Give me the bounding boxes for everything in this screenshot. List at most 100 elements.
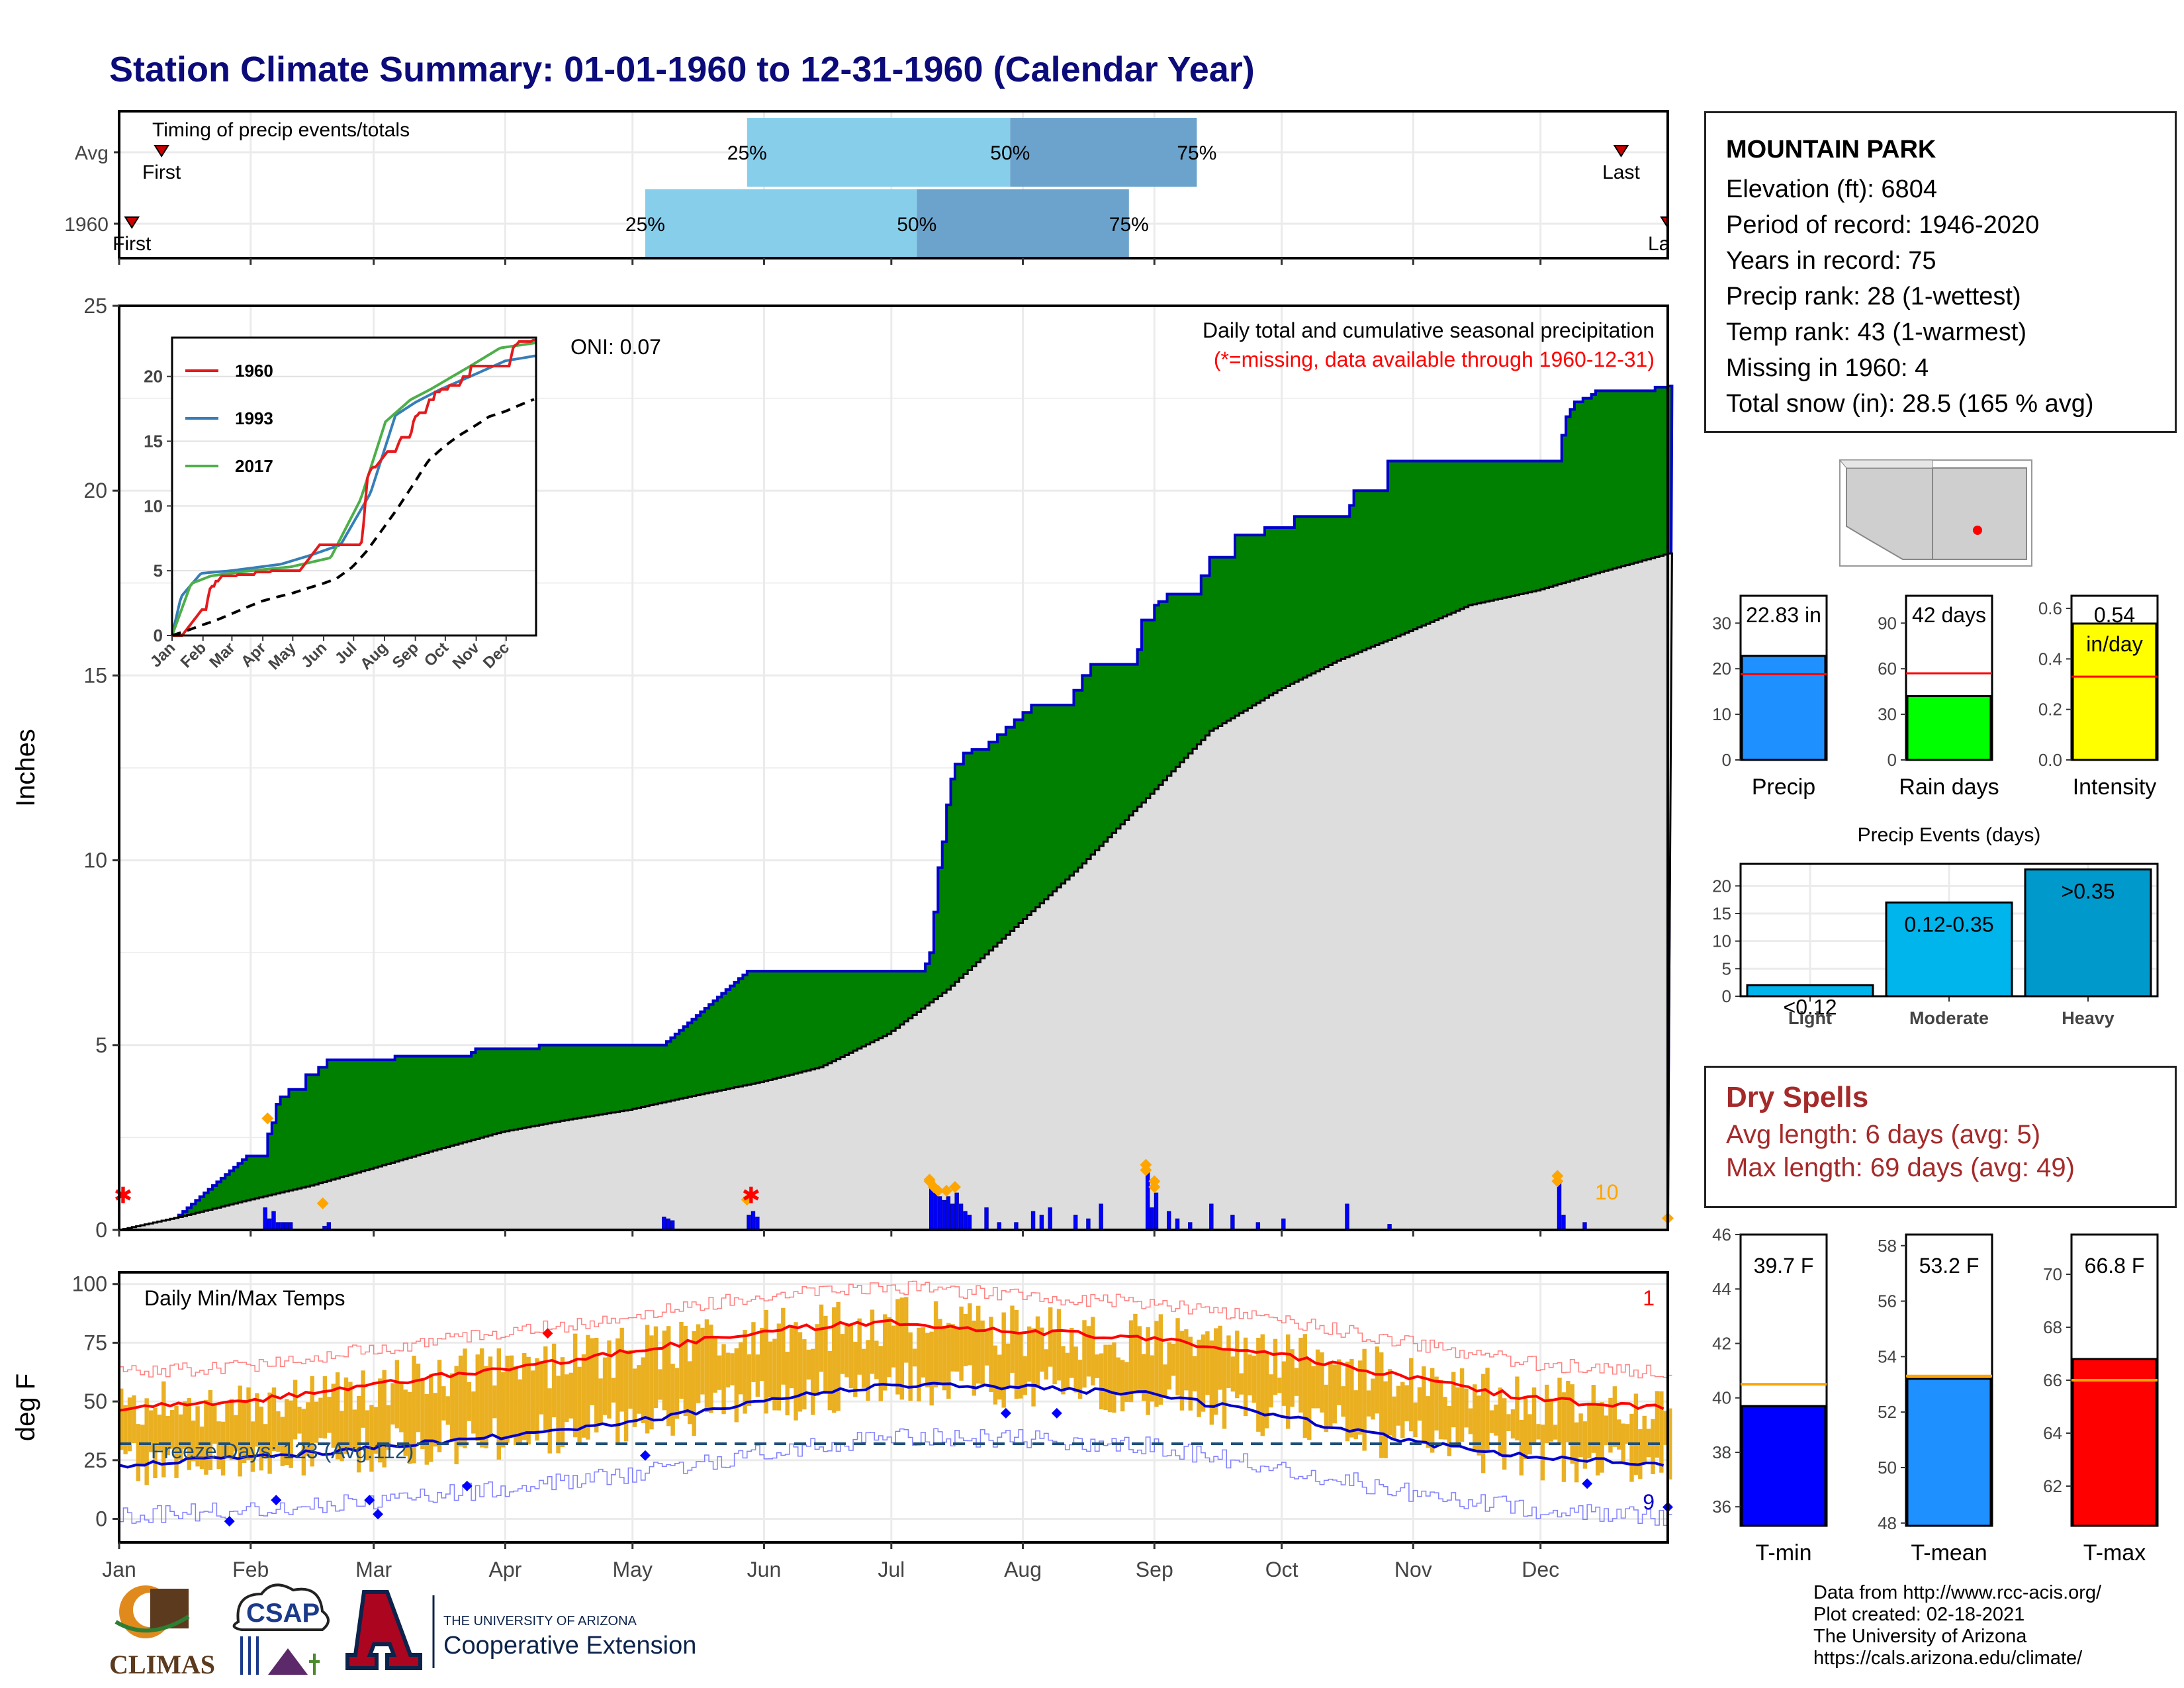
daily-temp-bar — [1404, 1385, 1409, 1422]
daily-temp-bar — [314, 1401, 319, 1443]
temp-summary-bars: 36 38 40 42 44 46 39.7 F T-min 48 50 52 54 56 58 53.2 … — [1712, 1225, 2159, 1566]
daily-temp-bar — [950, 1324, 955, 1372]
tsum-value-t-mean: 53.2 F — [1919, 1254, 1979, 1278]
daily-temp-bar — [1371, 1378, 1375, 1420]
summary-ytick-label-intensity: 0.2 — [2038, 700, 2062, 720]
daily-temp-bar — [1150, 1355, 1155, 1402]
daily-temp-bar — [619, 1327, 624, 1412]
daily-temp-bar — [581, 1354, 586, 1438]
ua-logo-small-text: THE UNIVERSITY OF ARIZONA — [443, 1614, 637, 1628]
daily-temp-bar — [717, 1355, 722, 1390]
events-xlabel-heavy: Heavy — [2062, 1008, 2115, 1028]
daily-temp-bar — [679, 1321, 684, 1399]
precip-ylabel: Inches — [11, 729, 40, 807]
station-info-box: MOUNTAIN PARK Elevation (ft): 6804 Perio… — [1704, 111, 2177, 433]
daily-precip-bar — [1039, 1215, 1044, 1231]
daily-temp-bar — [352, 1409, 357, 1450]
map-state-new-mexico — [1932, 467, 2027, 560]
daily-temp-bar — [747, 1354, 752, 1406]
daily-temp-bar — [912, 1348, 917, 1367]
daily-temp-bar — [445, 1396, 451, 1425]
daily-temp-bar — [1553, 1425, 1558, 1440]
daily-temp-bar — [479, 1348, 484, 1448]
daily-temp-bar — [658, 1369, 662, 1400]
daily-temp-bar — [1001, 1312, 1006, 1408]
daily-temp-bar — [216, 1421, 221, 1470]
daily-temp-bar — [204, 1399, 208, 1475]
daily-temp-bar — [471, 1391, 476, 1434]
daily-temp-bar — [598, 1378, 603, 1423]
daily-temp-bar — [1328, 1361, 1333, 1428]
daily-temp-bar — [1600, 1402, 1604, 1473]
daily-temp-bar — [772, 1338, 777, 1411]
daily-temp-bar — [857, 1318, 862, 1375]
daily-temp-bar — [195, 1406, 200, 1467]
page-title: Station Climate Summary: 01-01-1960 to 1… — [109, 50, 1255, 89]
daily-temp-bar — [692, 1331, 696, 1436]
inset-ytick-label-2: 10 — [144, 496, 163, 516]
tsum-ytick-label-t-max: 62 — [2043, 1476, 2062, 1496]
record-marker — [364, 1495, 375, 1506]
daily-temp-bar — [963, 1314, 968, 1366]
daily-temp-bar — [1655, 1391, 1660, 1458]
large-event-marker — [932, 1184, 944, 1197]
climas-logo: CLIMAS — [109, 1585, 215, 1679]
daily-temp-bar — [1171, 1343, 1176, 1376]
daily-precip-bar — [1561, 1215, 1566, 1231]
daily-temp-bar — [1443, 1397, 1447, 1440]
daily-precip-bar — [666, 1218, 670, 1231]
daily-precip-bar — [1099, 1203, 1103, 1231]
daily-temp-bar — [1311, 1366, 1316, 1409]
daily-temp-bar — [1315, 1349, 1320, 1409]
timing-bar-q25-q50-1 — [645, 189, 917, 258]
daily-temp-bar — [212, 1405, 217, 1444]
missing-note: (*=missing, data available through 1960-… — [1214, 348, 1655, 371]
inset-legend-label-1993: 1993 — [235, 408, 273, 428]
timing-right-mask — [1669, 109, 1689, 295]
daily-temp-bar — [289, 1400, 293, 1468]
tsum-ytick-label-t-min: 44 — [1712, 1279, 1731, 1299]
summary-unit-intensity: in/day — [2086, 632, 2142, 656]
dry-spells-title: Dry Spells — [1726, 1081, 1869, 1113]
hot-count-label: 1 — [1643, 1286, 1655, 1310]
events-ytick-label-2: 10 — [1712, 931, 1731, 951]
daily-temp-bar — [615, 1338, 620, 1442]
temp-xtick-label-11: Dec — [1522, 1558, 1559, 1581]
daily-precip-bar — [1345, 1203, 1349, 1231]
daily-temp-bar — [1545, 1384, 1549, 1444]
daily-precip-bar — [950, 1203, 955, 1231]
daily-temp-bar — [509, 1355, 514, 1436]
daily-temp-bar — [768, 1341, 773, 1398]
daily-temp-bar — [569, 1372, 573, 1419]
daily-temp-bar — [1498, 1387, 1502, 1457]
daily-temp-bar — [1422, 1366, 1426, 1444]
daily-temp-bar — [1591, 1385, 1596, 1453]
daily-temp-bar — [1167, 1342, 1171, 1390]
daily-precip-bar — [929, 1185, 934, 1231]
daily-temp-bar — [1519, 1420, 1524, 1476]
daily-temp-bar — [968, 1303, 972, 1366]
daily-temp-bar — [560, 1357, 565, 1448]
daily-temp-bar — [755, 1354, 760, 1397]
daily-precip-bar — [1154, 1192, 1159, 1231]
daily-temp-bar — [1336, 1359, 1342, 1405]
station-temp-rank: Temp rank: 43 (1-warmest) — [1726, 318, 2027, 346]
daily-temp-bar — [933, 1301, 938, 1387]
daily-temp-bar — [1668, 1408, 1672, 1480]
daily-precip-bar — [942, 1199, 946, 1231]
daily-temp-bar — [208, 1389, 213, 1470]
inset-ytick-label-4: 20 — [144, 367, 163, 387]
missing-day-marker: ✱ — [114, 1184, 133, 1209]
daily-temp-bar — [641, 1357, 645, 1423]
daily-temp-bar — [997, 1354, 1002, 1400]
timing-last-label-0: Last — [1602, 162, 1640, 183]
daily-temp-bar — [1621, 1423, 1625, 1463]
summary-label-rain-days: Rain days — [1899, 774, 1999, 800]
daily-temp-bar — [980, 1320, 985, 1387]
daily-temp-bar — [594, 1337, 599, 1432]
daily-temp-bar — [1226, 1335, 1231, 1388]
daily-temp-bar — [1137, 1326, 1142, 1393]
daily-temp-bar — [335, 1372, 340, 1460]
daily-temp-bar — [1408, 1358, 1414, 1432]
map-state-north — [1839, 459, 1933, 469]
